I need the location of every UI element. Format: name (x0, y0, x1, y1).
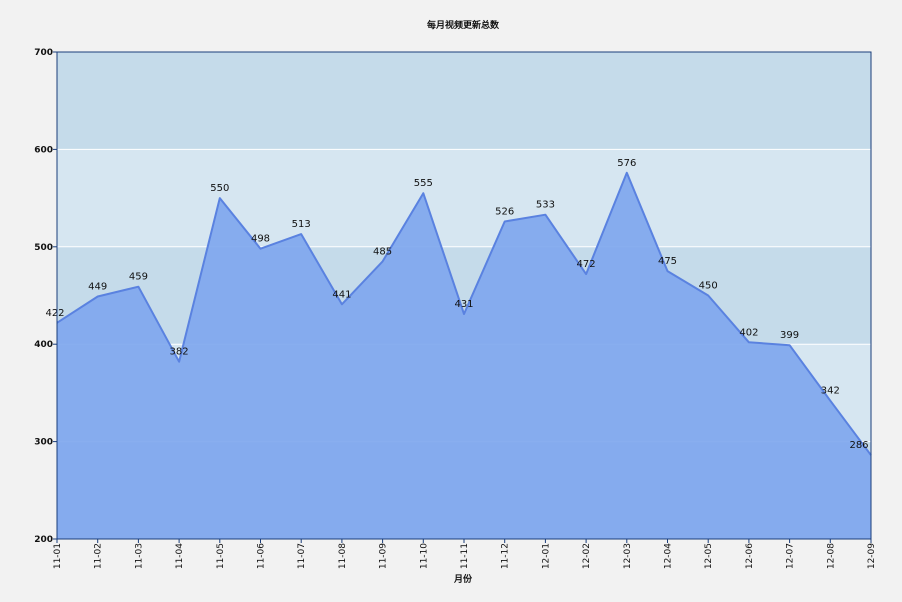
x-axis-title: 月份 (453, 573, 473, 585)
plot-band (57, 149, 871, 247)
data-labels: 422 449 459 382 550 498 513 441 485 555 431 526 533 4… (45, 158, 868, 451)
data-label: 422 (45, 308, 64, 319)
data-label: 431 (454, 299, 473, 310)
data-label: 498 (251, 234, 270, 245)
x-tick-label: 11-09 (379, 543, 389, 569)
data-label: 459 (129, 272, 148, 283)
data-label: 475 (658, 256, 677, 267)
x-tick-label: 12-05 (704, 543, 714, 569)
series-area (57, 172, 871, 540)
plot-band (57, 52, 871, 150)
data-label: 286 (849, 440, 868, 451)
data-label: 550 (210, 183, 229, 194)
data-label: 342 (821, 386, 840, 397)
data-label: 472 (577, 259, 596, 270)
x-tick-label: 12-08 (826, 543, 836, 569)
x-tick-label: 12-09 (867, 543, 877, 569)
x-tick-label: 11-11 (460, 543, 470, 569)
x-tick-label: 11-02 (94, 543, 104, 569)
x-tick-label: 11-04 (175, 543, 185, 569)
y-tick-label: 600 (34, 145, 53, 155)
x-tick-label: 11-12 (501, 543, 511, 569)
data-label: 402 (739, 327, 758, 338)
x-tick-label: 11-08 (338, 543, 348, 569)
y-tick-label: 300 (34, 438, 53, 448)
data-label: 555 (414, 178, 433, 189)
x-tick-label: 12-04 (664, 543, 674, 569)
x-tick-label: 11-03 (134, 543, 144, 569)
y-tick-label: 200 (34, 535, 53, 545)
x-tick-label: 12-06 (745, 543, 755, 569)
x-axis: 11-01 11-02 11-03 11-04 11-05 11-06 11-07 11-08… (53, 539, 877, 569)
y-axis: 200 300 400 500 600 700 (34, 48, 57, 545)
series-line (56, 171, 872, 456)
x-tick-label: 11-10 (419, 543, 429, 569)
chart-title: 每月视频更新总数 (427, 19, 500, 31)
data-label: 450 (699, 281, 718, 292)
x-tick-label: 11-06 (257, 543, 267, 569)
x-tick-label: 12-02 (582, 543, 592, 569)
data-label: 382 (170, 347, 189, 358)
y-tick-label: 500 (34, 243, 53, 253)
x-tick-label: 12-03 (623, 543, 633, 569)
y-tick-label: 700 (34, 48, 53, 58)
data-label: 576 (617, 158, 636, 169)
y-tick-label: 400 (34, 340, 53, 350)
data-label: 449 (88, 281, 107, 292)
data-label: 513 (292, 219, 311, 230)
data-label: 533 (536, 200, 555, 211)
x-tick-label: 11-01 (53, 543, 63, 569)
x-tick-label: 11-07 (297, 543, 307, 569)
area-layer (56, 171, 872, 540)
data-label: 526 (495, 206, 514, 217)
data-label: 441 (332, 289, 351, 300)
data-label: 399 (780, 330, 799, 341)
data-label: 485 (373, 246, 392, 257)
x-tick-label: 12-07 (786, 543, 796, 569)
x-tick-label: 12-01 (541, 543, 551, 569)
x-tick-label: 11-05 (216, 543, 226, 569)
